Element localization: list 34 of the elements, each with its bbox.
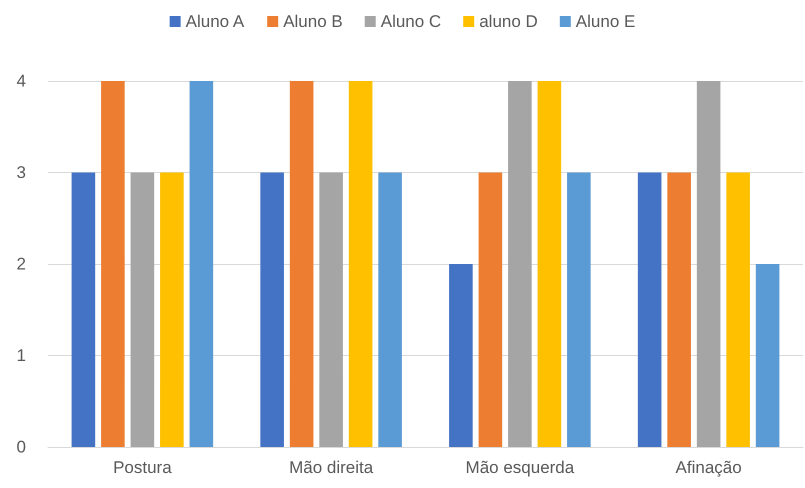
y-tick-label: 3 <box>16 163 26 182</box>
bar <box>449 264 473 447</box>
bar <box>508 81 532 447</box>
x-tick-label: Mão direita <box>289 458 374 477</box>
bar <box>72 172 96 447</box>
bar <box>538 81 562 447</box>
x-tick-label: Afinação <box>676 458 742 477</box>
x-tick-label: Mão esquerda <box>466 458 575 477</box>
legend-label: Aluno E <box>576 12 636 31</box>
bar <box>190 81 214 447</box>
bar <box>260 172 284 447</box>
bar <box>348 81 372 447</box>
bar <box>638 172 662 447</box>
bar <box>378 172 402 447</box>
bar <box>696 81 720 447</box>
bar <box>567 172 591 447</box>
bar <box>726 172 750 447</box>
bar <box>756 264 780 447</box>
bar <box>290 81 314 447</box>
legend-label: aluno D <box>479 12 538 31</box>
y-tick-label: 2 <box>16 254 26 274</box>
bar <box>319 172 343 447</box>
y-tick-label: 4 <box>16 72 26 90</box>
legend-label: Aluno A <box>186 12 245 31</box>
bar <box>101 81 125 447</box>
bar <box>478 172 502 447</box>
y-tick-label: 1 <box>16 346 26 365</box>
y-tick-label: 0 <box>16 438 26 456</box>
bar <box>130 172 154 447</box>
legend-label: Aluno B <box>283 12 343 31</box>
bar <box>667 172 691 447</box>
bar <box>160 172 184 447</box>
x-tick-label: Postura <box>113 458 172 477</box>
legend-label: Aluno C <box>380 12 442 31</box>
